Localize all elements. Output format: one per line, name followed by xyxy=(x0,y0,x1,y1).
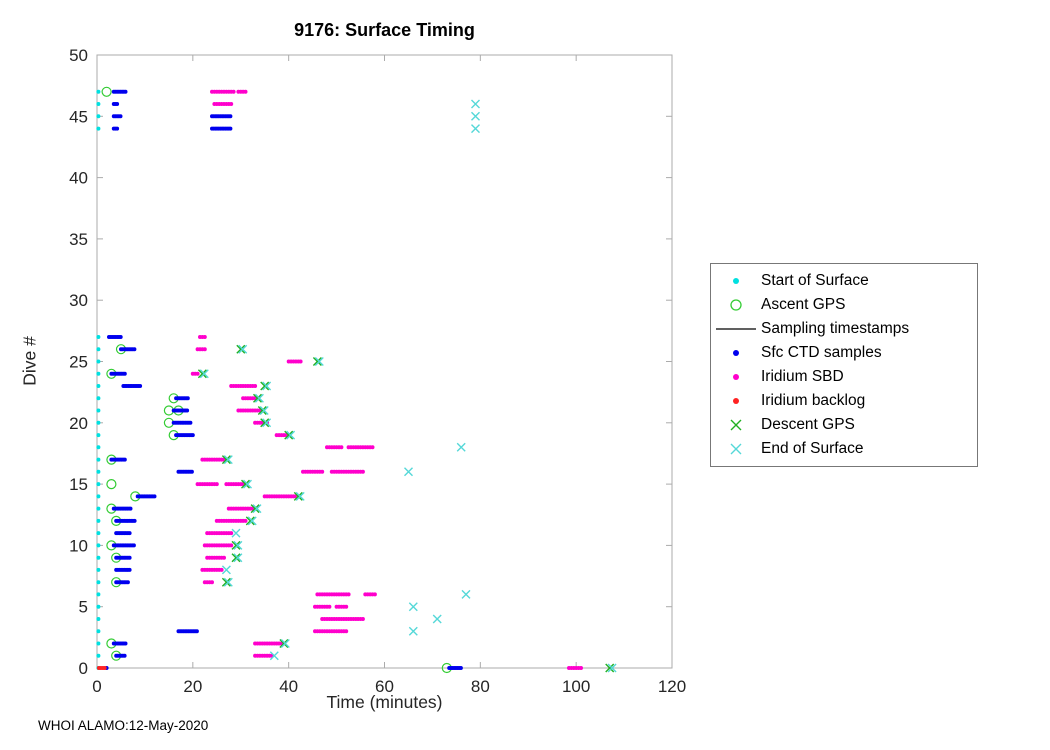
x-axis-label: Time (minutes) xyxy=(326,692,443,712)
iridium-sbd-marker-icon xyxy=(711,368,761,386)
x-tick-label: 20 xyxy=(183,677,202,696)
legend-item-label: Iridium backlog xyxy=(761,392,866,409)
x-tick-label: 60 xyxy=(375,677,394,696)
chart-title: 9176: Surface Timing xyxy=(294,20,475,40)
y-tick-label: 25 xyxy=(69,353,88,372)
axis-ticks: 0 20 40 60 80 100 120 0 5 10 15 20 25 30 35 40 45 50 xyxy=(69,46,686,696)
y-tick-label: 30 xyxy=(69,291,88,310)
legend-item-sfc-ctd-samples: Sfc CTD samples xyxy=(711,341,977,365)
series-end-of-surface xyxy=(199,99,617,673)
legend-item-label: Sfc CTD samples xyxy=(761,344,882,361)
legend-item-label: Descent GPS xyxy=(761,416,855,433)
sampling-timestamps-marker-icon xyxy=(711,320,761,338)
y-tick-label: 40 xyxy=(69,169,88,188)
x-tick-label: 100 xyxy=(562,677,590,696)
descent-gps-marker-icon xyxy=(711,416,761,434)
y-tick-label: 35 xyxy=(69,230,88,249)
series-descent-gps xyxy=(197,344,615,673)
y-axis-label: Dive # xyxy=(19,336,40,386)
y-tick-label: 45 xyxy=(69,107,88,126)
legend-item-ascent-gps: Ascent GPS xyxy=(711,293,977,317)
legend-item-sampling-timestamps: Sampling timestamps xyxy=(711,317,977,341)
y-tick-label: 0 xyxy=(79,659,88,678)
footer-caption: WHOI ALAMO:12-May-2020 xyxy=(38,718,209,733)
x-tick-label: 80 xyxy=(471,677,490,696)
y-tick-label: 5 xyxy=(79,598,88,617)
x-tick-label: 40 xyxy=(279,677,298,696)
y-tick-label: 10 xyxy=(69,536,88,555)
legend-item-label: Start of Surface xyxy=(761,272,869,289)
legend-item-label: End of Surface xyxy=(761,440,864,457)
start-of-surface-marker-icon xyxy=(711,272,761,290)
y-tick-label: 20 xyxy=(69,414,88,433)
axes-box xyxy=(96,54,673,669)
series-iridium-sbd xyxy=(190,89,583,670)
y-tick-label: 15 xyxy=(69,475,88,494)
series-start-of-surface xyxy=(96,89,101,670)
series-ascent-gps xyxy=(101,86,452,674)
legend-item-label: Iridium SBD xyxy=(761,368,844,385)
legend-item-iridium-backlog: Iridium backlog xyxy=(711,389,977,413)
legend-item-end-of-surface: End of Surface xyxy=(711,437,977,461)
legend-box: Start of Surface Ascent GPS Sampling tim… xyxy=(710,263,978,467)
ascent-gps-marker-icon xyxy=(711,296,761,314)
legend-item-descent-gps: Descent GPS xyxy=(711,413,977,437)
end-of-surface-marker-icon xyxy=(711,440,761,458)
series-iridium-backlog xyxy=(96,666,107,670)
legend-item-start-of-surface: Start of Surface xyxy=(711,269,977,293)
x-tick-label: 120 xyxy=(658,677,686,696)
y-tick-label: 50 xyxy=(69,46,88,65)
legend-item-iridium-sbd: Iridium SBD xyxy=(711,365,977,389)
legend-item-label: Sampling timestamps xyxy=(761,320,910,337)
legend-item-label: Ascent GPS xyxy=(761,296,846,313)
series-sfc-ctd-samples xyxy=(104,89,463,670)
sfc-ctd-samples-marker-icon xyxy=(711,344,761,362)
x-tick-label: 0 xyxy=(92,677,101,696)
iridium-backlog-marker-icon xyxy=(711,392,761,410)
